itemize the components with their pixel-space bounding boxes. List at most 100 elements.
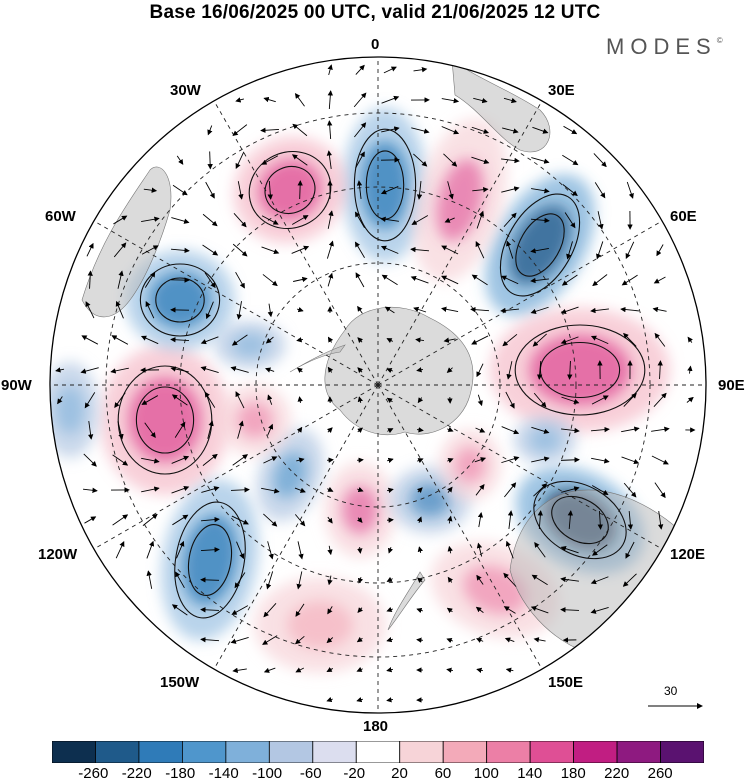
wind-vector (654, 482, 666, 499)
africa-land (451, 59, 551, 153)
wind-vector (447, 545, 453, 554)
wind-vector (294, 635, 305, 645)
wind-vector (562, 184, 578, 197)
wind-vector (590, 607, 609, 614)
wind-vector (174, 421, 186, 438)
wind-vector (534, 541, 546, 558)
wind-vector (204, 272, 216, 289)
colorbar-swatch (138, 741, 183, 763)
wind-vector (561, 396, 580, 405)
wind-vector (687, 365, 693, 374)
wind-vector (411, 127, 430, 134)
wind-vector (501, 157, 520, 164)
wind-vector (85, 301, 95, 319)
wind-vector (117, 421, 124, 440)
wind-vector (501, 426, 520, 435)
wind-vector (503, 572, 517, 587)
wind-vector (416, 367, 424, 373)
wind-vector (531, 188, 550, 194)
lon-label-120e: 120E (670, 546, 706, 563)
wind-vector (327, 606, 333, 615)
wind-vector (591, 395, 609, 405)
wind-vector (476, 542, 483, 557)
wind-vector (621, 456, 640, 465)
wind-vector (356, 180, 363, 199)
wind-vector (267, 303, 273, 318)
wind-vector (533, 637, 546, 643)
wind-vector (141, 486, 160, 493)
wind-vector (237, 420, 244, 439)
lon-label-0: 0 (371, 36, 380, 53)
wind-vector (386, 368, 393, 374)
wind-vector (531, 574, 548, 586)
wind-vector (384, 306, 395, 314)
colorbar-swatch (660, 741, 704, 763)
wind-vector (87, 270, 93, 289)
wind-vector (117, 270, 124, 289)
anomaly-patch (214, 321, 286, 369)
wind-vector (170, 366, 189, 373)
colorbar-swatch (225, 741, 270, 763)
wind-vector (560, 457, 580, 463)
wind-vector (263, 513, 278, 527)
wind-vector (594, 182, 606, 199)
wind-vector (501, 456, 520, 464)
wind-vector (561, 274, 578, 286)
wind-vector (297, 541, 304, 560)
contour-line (155, 277, 205, 323)
wind-vector (566, 241, 573, 260)
wind-vector (597, 211, 604, 230)
wind-vector (387, 547, 394, 554)
wind-vector (296, 367, 303, 374)
wind-vector (327, 210, 334, 229)
wind-vector (596, 241, 604, 260)
wind-vector (296, 426, 303, 433)
wind-vector (475, 483, 485, 496)
contour-line (353, 128, 417, 242)
colorbar-tick-label: 260 (647, 765, 673, 782)
wind-vector (441, 275, 459, 285)
wind-vector (204, 391, 216, 408)
wind-vector (475, 241, 485, 259)
wind-vector (537, 510, 544, 530)
wind-vector (263, 603, 277, 618)
wind-vector (564, 212, 576, 229)
wind-vector (232, 454, 249, 466)
wind-vector (355, 151, 365, 169)
wind-vector (87, 421, 94, 440)
wind-vector (590, 335, 609, 345)
wind-vector (477, 394, 483, 407)
wind-vector (531, 426, 550, 434)
wind-vector (380, 216, 399, 223)
wind-vector (294, 487, 306, 493)
wind-vector (141, 216, 160, 222)
colorbar-swatch (355, 741, 401, 763)
wind-vector (597, 510, 603, 530)
wind-vector (200, 607, 220, 613)
antarctic-peninsula-land (289, 344, 346, 373)
wind-vector (381, 274, 398, 286)
colorbar-swatch (181, 741, 227, 763)
wind-vector (326, 120, 333, 140)
wind-vector (531, 456, 550, 463)
wind-vector (357, 577, 364, 584)
anomaly-indian-high (490, 307, 670, 433)
wind-vector (417, 458, 424, 464)
brand-text: MODES (606, 34, 717, 59)
lon-label-180: 180 (363, 718, 389, 735)
colorbar-tick-label: 140 (517, 765, 543, 782)
wind-vector (441, 245, 459, 255)
wind-vector (235, 97, 245, 103)
colorbar-tick-label: -220 (121, 765, 152, 782)
anomaly-patch (256, 428, 324, 522)
colorbar-swatch (529, 741, 574, 763)
wind-vector (653, 276, 666, 284)
wind-vector (266, 571, 274, 590)
anomaly-patch (438, 429, 502, 501)
wind-vector (234, 572, 246, 589)
wind-vector (326, 667, 334, 672)
wind-vector (201, 486, 220, 493)
wind-vector (502, 127, 519, 134)
contour-line (139, 263, 221, 337)
